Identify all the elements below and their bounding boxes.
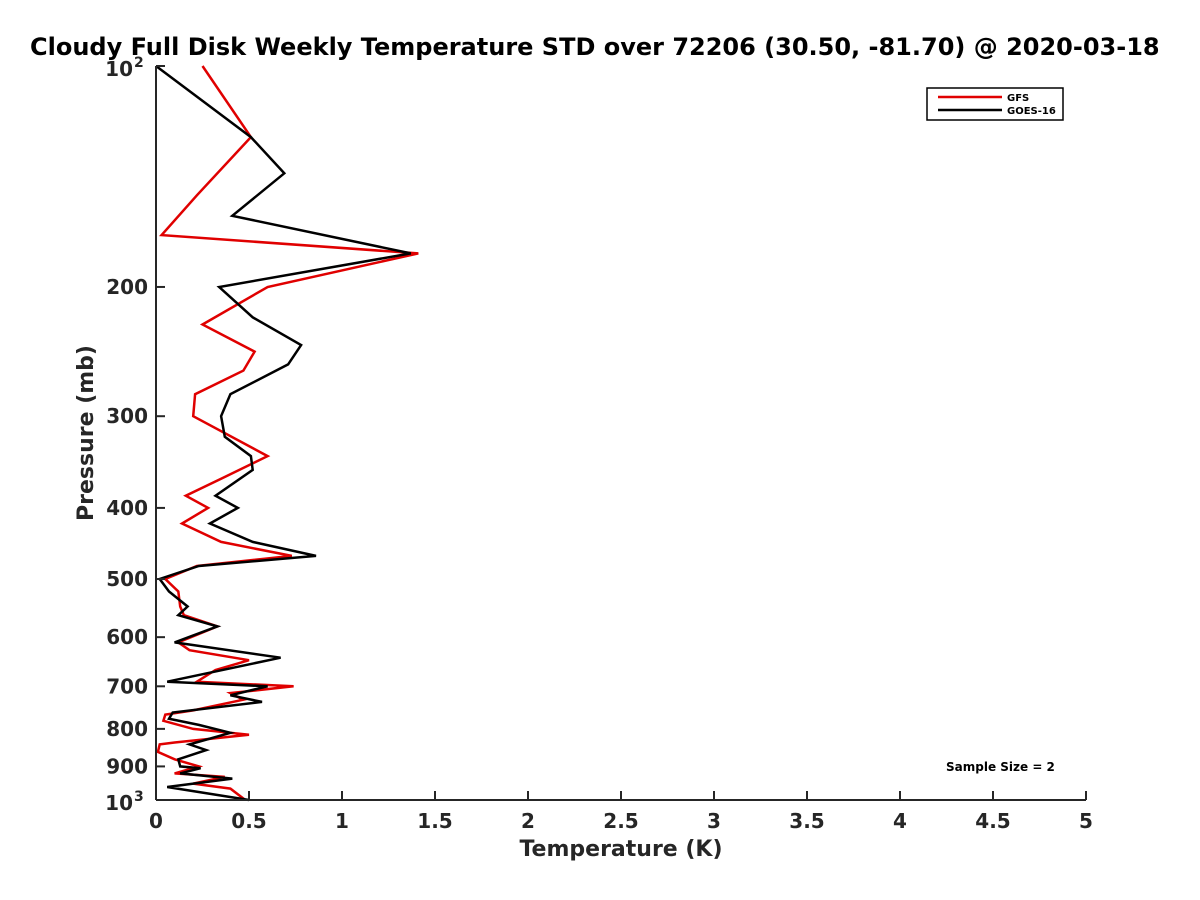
y-tick-exponent: 2 xyxy=(134,55,144,71)
ticks-layer: 0 0.5 1 1.5 2 2.5 3 3.5 4 4.5 510 22003004005006007… xyxy=(105,55,1093,833)
x-tick-label: 2 xyxy=(521,809,535,833)
y-tick-label: 800 xyxy=(106,717,148,741)
y-tick-label: 10 xyxy=(105,791,133,815)
y-tick-label: 300 xyxy=(106,404,148,428)
x-tick-label: 4 xyxy=(893,809,907,833)
y-tick-label: 600 xyxy=(106,625,148,649)
y-tick-label: 200 xyxy=(106,275,148,299)
y-axis-label: Pressure (mb) xyxy=(74,345,99,521)
x-tick-label: 0 xyxy=(149,809,163,833)
y-tick-label: 700 xyxy=(106,674,148,698)
legend: GFS GOES-16 xyxy=(926,87,1064,121)
x-tick-label: 3.5 xyxy=(789,809,824,833)
series-layer xyxy=(155,64,419,802)
legend-box xyxy=(926,87,1064,121)
y-tick-exponent: 3 xyxy=(134,789,144,805)
y-tick-label: 400 xyxy=(106,496,148,520)
x-tick-label: 1.5 xyxy=(417,809,452,833)
sample-size-annotation: Sample Size = 2 xyxy=(946,760,1055,774)
x-tick-label: 5 xyxy=(1079,809,1093,833)
x-tick-label: 1 xyxy=(335,809,349,833)
legend-label-goes-16: GOES-16 xyxy=(1007,106,1056,117)
series-line-goes-16 xyxy=(155,64,412,802)
y-tick-label: 10 xyxy=(105,57,133,81)
y-tick-label: 500 xyxy=(106,567,148,591)
x-tick-label: 0.5 xyxy=(231,809,266,833)
x-tick-label: 4.5 xyxy=(975,809,1010,833)
chart-title: Cloudy Full Disk Weekly Temperature STD … xyxy=(30,33,1160,61)
x-axis-label: Temperature (K) xyxy=(519,837,722,862)
x-tick-label: 3 xyxy=(707,809,721,833)
x-tick-label: 2.5 xyxy=(603,809,638,833)
y-tick-label: 900 xyxy=(106,754,148,778)
legend-label-gfs: GFS xyxy=(1007,93,1029,104)
